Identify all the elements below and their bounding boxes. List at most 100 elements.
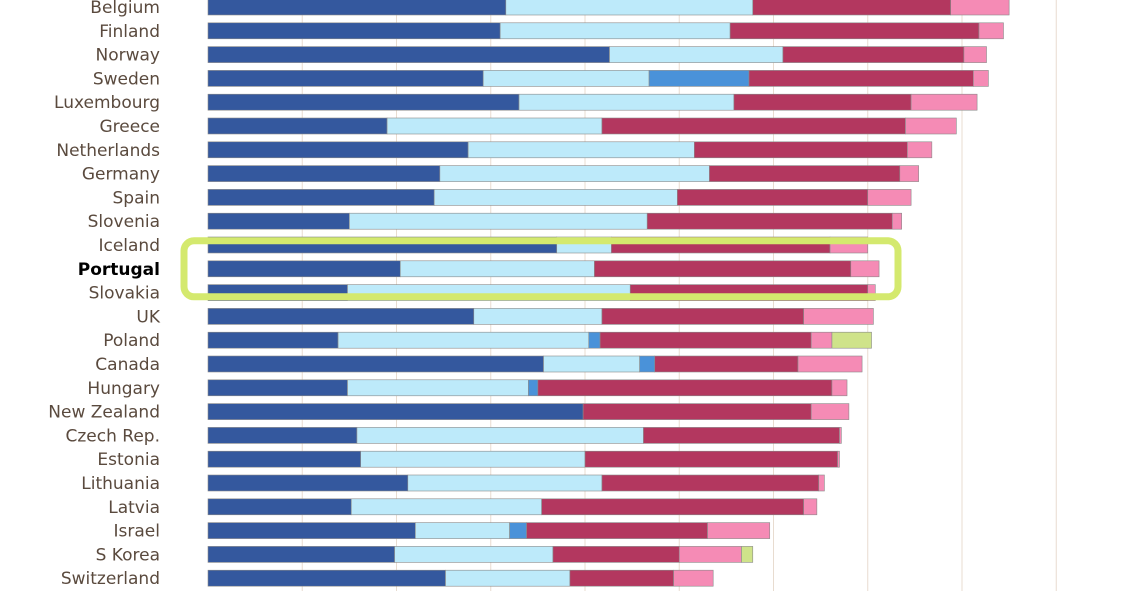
category-labels: Belgium Finland Norway Sweden Luxembourg Gree…: [48, 0, 161, 589]
bar-netherlands-segment-5: [907, 141, 933, 159]
category-label-luxembourg: Luxembourg: [54, 93, 160, 113]
bar-slovakia-segment-5: [867, 284, 876, 301]
bar-switzerland-segment-1: [207, 569, 446, 587]
bar-sweden-segment-5: [973, 70, 989, 87]
bar-hungary-segment-2: [347, 379, 529, 397]
bar-netherlands-segment-4: [694, 141, 908, 159]
bar-sweden-segment-2: [482, 70, 650, 87]
bar-germany-segment-1: [207, 165, 441, 182]
bar-estonia-segment-5: [837, 450, 840, 468]
bar-israel-segment-1: [207, 522, 416, 539]
bar-canada-segment-5: [797, 355, 863, 373]
bar-lithuania-segment-1: [207, 474, 409, 492]
bar-belgium-segment-1: [207, 0, 507, 16]
bar-slovenia-segment-4: [646, 212, 893, 230]
bar-spain-segment-4: [677, 189, 869, 206]
bar-latvia-segment-4: [541, 498, 804, 516]
bar-slovenia-segment-5: [891, 212, 902, 230]
bar-poland-segment-2: [337, 331, 590, 349]
category-label-spain: Spain: [113, 188, 161, 208]
bar-norway-segment-1: [207, 46, 610, 63]
bar-canada-segment-4: [654, 355, 799, 373]
bar-uk-segment-4: [601, 308, 804, 325]
bar-spain-segment-1: [207, 189, 435, 206]
category-label-czech-rep: Czech Rep.: [66, 426, 160, 446]
category-label-poland: Poland: [103, 331, 160, 351]
bar-luxembourg-segment-1: [207, 93, 520, 111]
category-label-norway: Norway: [96, 46, 161, 66]
category-label-iceland: Iceland: [98, 236, 160, 256]
bar-israel-segment-2: [415, 522, 510, 539]
bar-new-zealand-segment-4: [582, 403, 812, 420]
category-label-portugal: Portugal: [78, 260, 160, 280]
category-label-latvia: Latvia: [108, 498, 160, 518]
bar-slovenia-segment-1: [207, 212, 350, 230]
bar-hungary-segment-4: [537, 379, 833, 397]
bar-germany-segment-5: [899, 165, 919, 182]
category-label-belgium: Belgium: [90, 0, 160, 18]
bar-belgium-segment-2: [505, 0, 754, 16]
bar-switzerland-segment-4: [569, 569, 674, 587]
category-label-canada: Canada: [95, 355, 160, 375]
category-label-switzerland: Switzerland: [61, 569, 160, 589]
bar-germany-segment-2: [439, 165, 710, 182]
bar-finland-segment-2: [499, 22, 731, 40]
bar-s-korea-segment-4: [552, 546, 680, 563]
bar-netherlands-segment-2: [467, 141, 695, 159]
bar-sweden-segment-1: [207, 70, 484, 87]
bar-finland-segment-1: [207, 22, 501, 40]
bar-czech-rep-segment-2: [356, 427, 644, 444]
bar-czech-rep-segment-5: [839, 427, 842, 444]
bar-spain-segment-2: [433, 189, 678, 206]
category-label-netherlands: Netherlands: [56, 141, 160, 161]
bar-s-korea-segment-1: [207, 546, 395, 563]
category-label-uk: UK: [136, 307, 160, 327]
bar-latvia-segment-5: [803, 498, 818, 516]
bar-belgium-segment-4: [752, 0, 951, 16]
bar-switzerland-segment-5: [673, 569, 714, 587]
category-label-greece: Greece: [99, 117, 160, 137]
category-label-germany: Germany: [82, 165, 160, 185]
bar-norway-segment-5: [963, 46, 987, 63]
bar-poland-segment-3: [588, 331, 601, 349]
bar-switzerland-segment-2: [445, 569, 571, 587]
bar-portugal-segment-1: [207, 260, 401, 278]
bar-sweden-segment-4: [748, 70, 974, 87]
bar-poland-segment-6: [831, 331, 872, 349]
bar-poland-segment-1: [207, 331, 339, 349]
bar-portugal-segment-5: [850, 260, 880, 278]
bar-norway-segment-2: [609, 46, 784, 63]
bar-uk-segment-5: [803, 308, 874, 325]
bar-poland-segment-5: [810, 331, 833, 349]
bar-estonia-segment-4: [584, 450, 838, 468]
bar-greece-segment-4: [601, 117, 906, 135]
bar-canada-segment-3: [639, 355, 656, 373]
bar-s-korea-segment-2: [394, 546, 554, 563]
bar-luxembourg-segment-4: [733, 93, 912, 111]
category-label-lithuania: Lithuania: [81, 474, 160, 494]
bar-finland-segment-5: [978, 22, 1004, 40]
bar-latvia-segment-1: [207, 498, 352, 516]
bar-s-korea-segment-6: [741, 546, 754, 563]
bar-lithuania-segment-4: [601, 474, 820, 492]
bar-greece-segment-2: [386, 117, 603, 135]
bar-slovenia-segment-2: [349, 212, 648, 230]
bar-sweden-segment-3: [648, 70, 750, 87]
bar-greece-segment-1: [207, 117, 388, 135]
bar-germany-segment-4: [709, 165, 901, 182]
bar-norway-segment-4: [782, 46, 965, 63]
bar-greece-segment-5: [905, 117, 957, 135]
bar-hungary-segment-5: [831, 379, 848, 397]
category-label-slovenia: Slovenia: [88, 212, 160, 232]
bar-lithuania-segment-5: [818, 474, 825, 492]
category-label-hungary: Hungary: [87, 379, 160, 399]
category-label-new-zealand: New Zealand: [48, 403, 160, 423]
highlight-box: [180, 237, 902, 301]
bar-estonia-segment-1: [207, 450, 361, 468]
bar-israel-segment-3: [509, 522, 527, 539]
bars-group: [207, 0, 1010, 587]
bar-israel-segment-5: [707, 522, 771, 539]
bar-luxembourg-segment-5: [910, 93, 978, 111]
bar-poland-segment-4: [599, 331, 812, 349]
bar-netherlands-segment-1: [207, 141, 469, 159]
